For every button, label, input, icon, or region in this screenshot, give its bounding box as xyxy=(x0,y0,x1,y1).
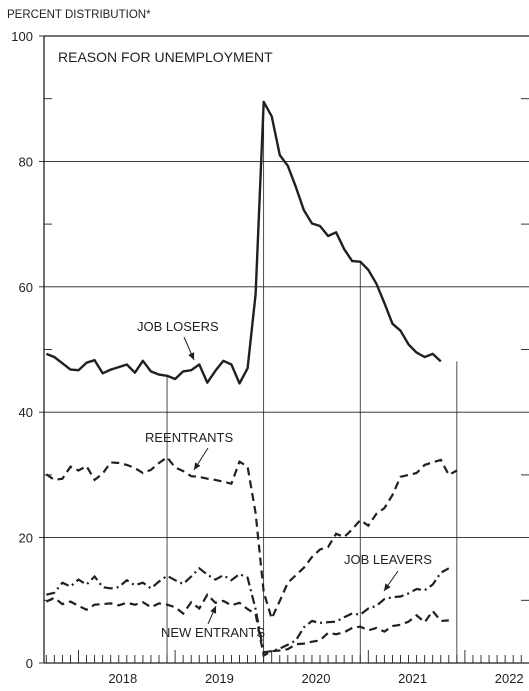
y-tick-label: 20 xyxy=(19,531,33,546)
series-line-job-leavers xyxy=(46,566,450,654)
y-axis-ticks: 0 20 40 60 80 100 xyxy=(11,29,529,671)
reference-lines xyxy=(166,101,458,663)
label-pointer-head xyxy=(384,583,391,591)
chart-title: REASON FOR UNEMPLOYMENT xyxy=(58,49,273,65)
x-tick-label: 2021 xyxy=(398,671,427,686)
x-tick-label: 2022 xyxy=(495,671,524,686)
series-label-new-entrants: NEW ENTRANTS xyxy=(161,625,265,640)
series-label-job-leavers: JOB LEAVERS xyxy=(344,552,432,567)
y-axis-title: PERCENT DISTRIBUTION* xyxy=(7,9,151,21)
series-layer xyxy=(45,100,458,658)
y-tick-label: 80 xyxy=(19,154,33,169)
series-label-reentrants: REENTRANTS xyxy=(145,430,233,445)
label-pointer-head xyxy=(188,352,195,360)
annotations: JOB LOSERS REENTRANTS JOB LEAVERS NEW ENTRA… xyxy=(137,319,432,640)
label-pointer-head xyxy=(194,462,201,470)
y-tick-label: 40 xyxy=(19,405,33,420)
series-line-job-losers xyxy=(45,100,442,385)
y-tick-label: 0 xyxy=(26,656,33,671)
grid-layer xyxy=(44,160,529,539)
y-tick-label: 100 xyxy=(11,29,33,44)
series-line-new-entrants xyxy=(45,592,449,658)
x-axis-ticks: 2018 2019 2020 2021 2022 xyxy=(45,650,524,686)
series-label-job-losers: JOB LOSERS xyxy=(137,319,219,334)
label-pointer-head xyxy=(210,606,217,614)
x-tick-label: 2019 xyxy=(205,671,234,686)
series-line-reentrants xyxy=(45,455,458,622)
x-tick-label: 2018 xyxy=(108,671,137,686)
x-tick-label: 2020 xyxy=(302,671,331,686)
y-tick-label: 60 xyxy=(19,280,33,295)
